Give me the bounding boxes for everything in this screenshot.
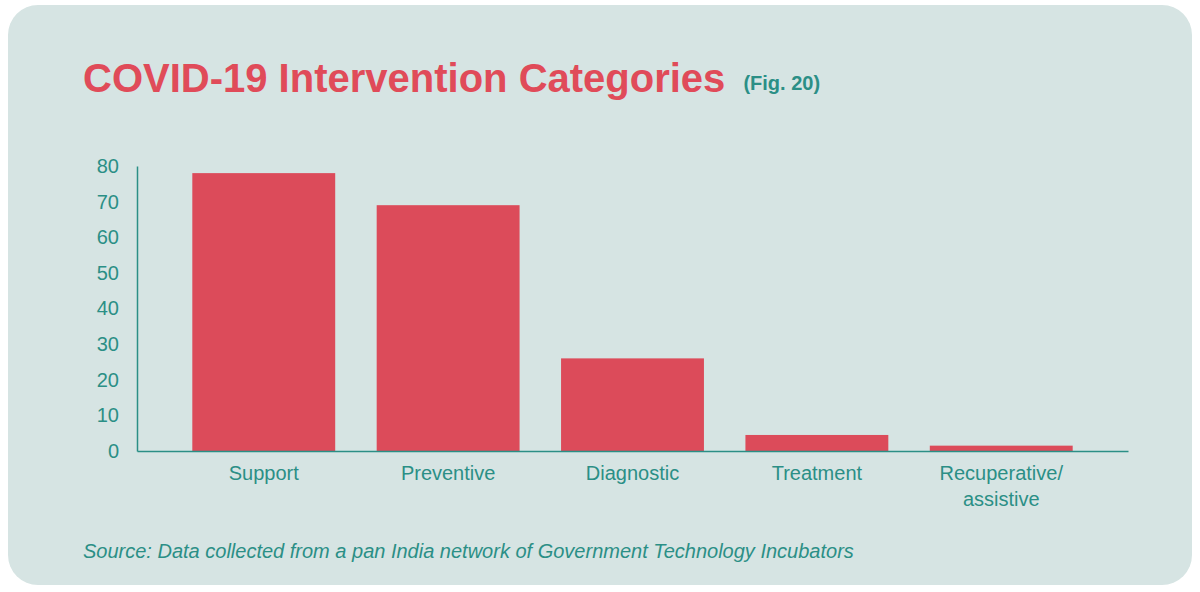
bars <box>192 173 1072 451</box>
x-axis: Support Preventive Diagnostic Treatment Recu… <box>138 451 1129 510</box>
x-tick-label: Diagnostic <box>586 462 679 484</box>
x-axis-line <box>138 451 1129 453</box>
x-tick: Preventive <box>401 451 496 484</box>
bar <box>745 435 888 451</box>
y-tick-label: 0 <box>108 440 119 462</box>
y-tick-label: 20 <box>97 369 119 391</box>
chart-container: COVID-19 Intervention Categories (Fig. 20… <box>0 0 1200 592</box>
x-tick-label: Preventive <box>401 462 496 484</box>
background-panel <box>8 5 1192 585</box>
x-tick: Treatment <box>772 451 863 484</box>
bar <box>561 358 704 451</box>
bar <box>377 205 520 451</box>
x-tick-label: Support <box>229 462 299 484</box>
bar <box>930 446 1073 451</box>
x-tick-label: Treatment <box>772 462 863 484</box>
y-tick: 60 <box>97 226 137 248</box>
y-tick: 30 <box>97 333 137 355</box>
x-tick-label-line: Recuperative/ <box>940 462 1064 484</box>
bar <box>192 173 335 451</box>
y-tick: 40 <box>97 297 137 319</box>
y-tick: 10 <box>97 404 137 426</box>
y-tick-label: 60 <box>97 226 119 248</box>
y-tick: 20 <box>97 369 137 391</box>
y-tick-label: 40 <box>97 297 119 319</box>
y-tick: 70 <box>97 191 137 213</box>
x-tick-label: Recuperative/assistive <box>940 462 1064 510</box>
y-tick: 0 <box>108 440 137 462</box>
y-tick-label: 80 <box>97 155 119 177</box>
x-tick: Diagnostic <box>586 451 679 484</box>
x-tick: Recuperative/assistive <box>940 451 1064 510</box>
x-tick: Support <box>229 451 299 484</box>
y-axis: 0 10 20 30 40 50 60 70 80 <box>97 155 138 462</box>
y-tick-label: 10 <box>97 404 119 426</box>
y-tick-label: 70 <box>97 191 119 213</box>
y-tick: 80 <box>97 155 137 177</box>
y-tick: 50 <box>97 262 137 284</box>
title: COVID-19 Intervention Categories <box>83 56 725 100</box>
y-axis-line <box>137 167 139 452</box>
y-tick-label: 50 <box>97 262 119 284</box>
subtitle: (Fig. 20) <box>743 72 820 94</box>
x-tick-label-line: assistive <box>963 488 1040 510</box>
y-tick-label: 30 <box>97 333 119 355</box>
chart-svg: COVID-19 Intervention Categories (Fig. 20… <box>0 0 1200 592</box>
source: Source: Data collected from a pan India … <box>83 540 854 562</box>
